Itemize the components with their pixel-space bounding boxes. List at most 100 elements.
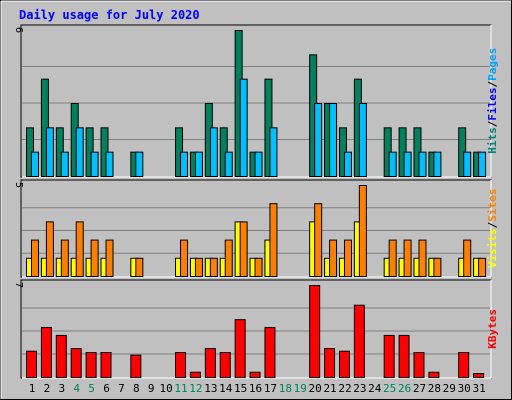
bar-sites-day-27 [418,239,427,278]
bar-kbytes-day-25 [383,334,395,379]
bar-sites-day-31 [478,257,487,277]
bar-kbytes-day-11 [175,352,187,378]
bar-sites-day-8 [135,257,144,277]
x-tick-label-day-9: 9 [148,382,155,395]
bar-kbytes-day-22 [338,350,350,379]
bar-sites-day-4 [75,221,84,277]
panel-kbytes: 7 KBytes [13,279,499,379]
x-tick-label-day-10: 10 [160,382,173,395]
x-tick-label-day-1: 1 [29,382,36,395]
bar-files-day-1 [31,151,39,178]
series-legend-hits-files-pages: Hits/Files/Pages [486,48,499,154]
bar-sites-day-28 [433,257,442,277]
bar-files-day-21 [329,103,338,177]
bar-kbytes-day-1 [26,350,37,379]
bar-files-day-16 [254,151,263,178]
bar-files-day-3 [60,151,69,178]
x-tick-label-day-11: 11 [174,382,187,395]
x-tick-label-day-22: 22 [338,382,351,395]
bar-sites-day-15 [239,221,248,277]
x-tick-label-day-20: 20 [309,382,322,395]
x-tick-label-day-13: 13 [204,382,217,395]
bar-kbytes-day-20 [309,285,321,378]
x-tick-label-day-7: 7 [118,382,125,395]
panel-background [20,279,492,379]
chart-title: Daily usage for July 2020 [19,8,200,22]
bar-sites-day-23 [358,185,367,277]
x-tick-label-day-3: 3 [58,382,65,395]
bar-files-day-6 [105,151,114,178]
legend-part: Pages [486,48,499,81]
bar-files-day-8 [135,151,144,178]
x-tick-label-day-29: 29 [443,382,456,395]
x-tick-label-day-5: 5 [88,382,95,395]
bar-sites-day-11 [180,239,189,278]
x-tick-label-day-28: 28 [428,382,441,395]
x-tick-label-day-16: 16 [249,382,262,395]
bar-kbytes-day-8 [130,354,142,378]
y-max-label: 5 [13,182,24,188]
bar-kbytes-day-6 [100,352,112,378]
x-tick-label-day-2: 2 [44,382,51,395]
bar-files-day-17 [269,127,278,178]
bar-kbytes-day-21 [324,348,336,379]
bar-kbytes-day-27 [413,352,425,378]
bar-sites-day-2 [45,221,54,277]
bar-kbytes-day-30 [458,352,470,378]
bar-sites-day-17 [269,203,278,277]
legend-part: Sites [486,189,499,222]
x-tick-label-day-23: 23 [353,382,366,395]
bar-sites-day-6 [105,239,114,278]
series-legend-visits-sites: Visits/Sites [486,189,499,269]
bar-files-day-5 [90,151,99,178]
bar-kbytes-day-15 [234,319,246,378]
x-tick-label-day-26: 26 [398,382,411,395]
legend-part: / [486,120,499,127]
legend-part: / [486,221,499,228]
bar-files-day-11 [180,151,189,178]
x-tick-label-day-24: 24 [368,382,382,395]
y-max-label: 7 [13,282,24,288]
x-tick-label-day-18: 18 [279,382,292,395]
bar-kbytes-day-5 [85,352,97,378]
bar-sites-day-25 [388,239,397,278]
legend-part: Files [486,88,499,121]
bar-sites-day-16 [254,257,263,277]
legend-part: / [486,81,499,88]
x-tick-label-day-17: 17 [264,382,277,395]
bar-kbytes-day-13 [204,348,216,379]
x-tick-label-day-15: 15 [234,382,247,395]
bar-sites-day-12 [194,257,203,277]
bar-files-day-31 [478,151,487,178]
bar-kbytes-day-3 [55,334,67,379]
bar-files-day-28 [433,151,442,178]
bar-files-day-4 [75,127,84,178]
bar-files-day-26 [403,151,412,178]
x-axis: 1 2 3 4 5 6 7 8 9 10 11 12 13 14 15 16 17 18 19 20 21 22 23 24 2… [29,382,486,395]
bar-kbytes-day-17 [264,327,276,378]
x-tick-label-day-31: 31 [472,382,485,395]
bar-sites-day-14 [224,239,233,278]
bar-sites-day-22 [343,239,352,278]
x-tick-label-day-6: 6 [103,382,110,395]
bar-kbytes-day-16 [249,371,261,379]
bar-kbytes-day-31 [473,373,485,378]
legend-part: Visits [486,228,499,268]
bar-files-day-25 [388,151,397,178]
bar-sites-day-5 [90,239,99,278]
bar-sites-day-21 [329,239,338,278]
bar-sites-day-26 [403,239,412,278]
bar-sites-day-1 [31,239,39,278]
legend-part: Hits [486,127,499,154]
x-tick-label-day-14: 14 [219,382,233,395]
x-tick-label-day-25: 25 [383,382,396,395]
y-max-label: 6 [13,27,24,33]
bar-files-day-2 [45,127,54,178]
x-tick-label-day-12: 12 [189,382,202,395]
bar-sites-day-13 [209,257,218,277]
bar-sites-day-20 [314,203,323,277]
bar-kbytes-day-28 [428,371,440,379]
bar-kbytes-day-26 [398,334,410,379]
